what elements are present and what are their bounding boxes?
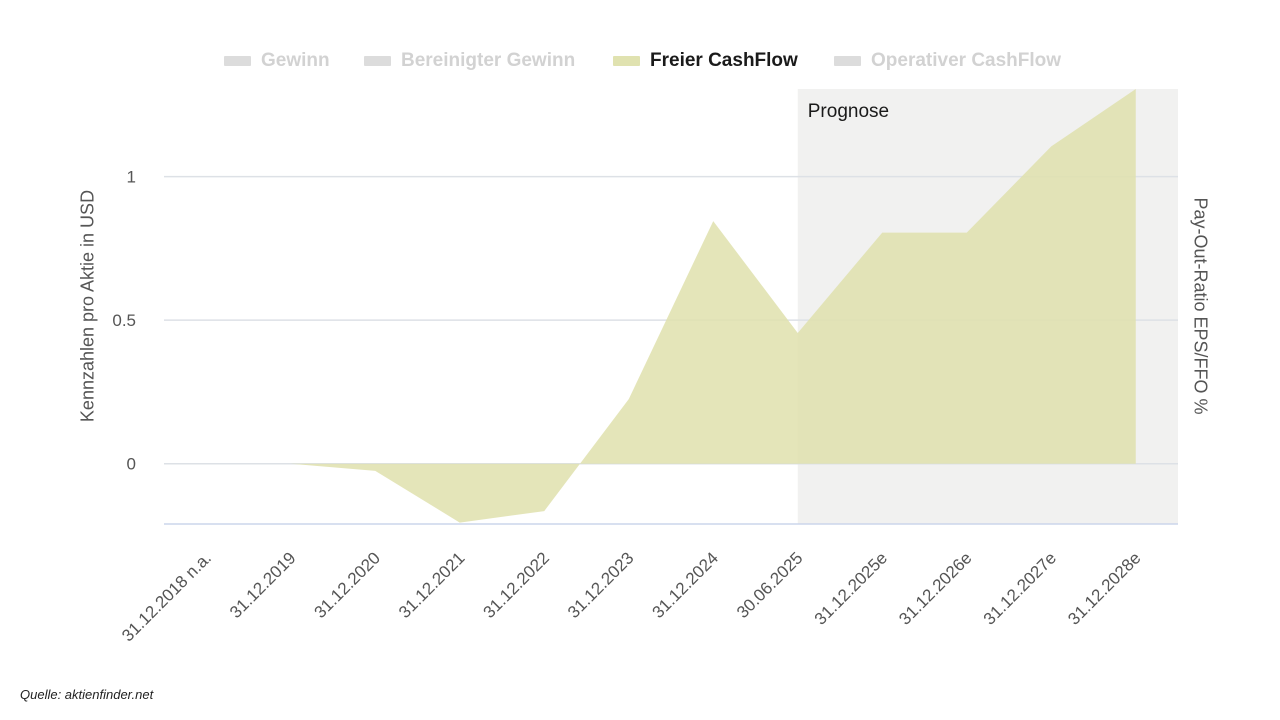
x-tick-label: 31.12.2019: [226, 548, 300, 622]
legend-item-operativer-cashflow[interactable]: Operativer CashFlow: [834, 50, 1061, 72]
x-tick-label: 31.12.2028e: [1064, 548, 1144, 628]
legend-label: Freier CashFlow: [650, 50, 798, 71]
x-tick-label: 31.12.2023: [564, 548, 638, 622]
x-tick-label: 31.12.2022: [479, 548, 553, 622]
area-freier-cashflow[interactable]: [290, 89, 1136, 523]
x-tick-label: 31.12.2025e: [811, 548, 891, 628]
legend-swatch: [364, 56, 391, 66]
y-tick-label: 0.5: [112, 311, 136, 330]
x-tick-label: 31.12.2018 n.a.: [118, 548, 215, 645]
forecast-label: Prognose: [808, 101, 889, 122]
y-tick-labels: 00.51: [112, 168, 136, 474]
x-tick-label: 31.12.2024: [648, 548, 722, 622]
legend-item-gewinn[interactable]: Gewinn: [224, 50, 330, 72]
y-axis-label: Kennzahlen pro Aktie in USD: [77, 189, 98, 423]
y-tick-label: 1: [127, 168, 136, 187]
x-tick-label: 31.12.2027e: [980, 548, 1060, 628]
x-tick-label: 31.12.2026e: [895, 548, 975, 628]
x-tick-label: 31.12.2020: [310, 548, 384, 622]
legend: Gewinn Bereinigter Gewinn Freier CashFlo…: [0, 50, 1280, 76]
source-note: Quelle: aktienfinder.net: [20, 687, 154, 702]
legend-swatch: [613, 56, 640, 66]
y-tick-label: 0: [127, 455, 136, 474]
legend-item-bereinigter-gewinn[interactable]: Bereinigter Gewinn: [364, 50, 575, 72]
secondary-y-axis-label: Pay-Out-Ratio EPS/FFO %: [1190, 197, 1211, 415]
legend-label: Bereinigter Gewinn: [401, 50, 576, 71]
legend-swatch: [834, 56, 861, 66]
legend-label: Gewinn: [261, 50, 330, 71]
legend-label: Operativer CashFlow: [871, 50, 1062, 71]
x-tick-labels: 31.12.2018 n.a. 31.12.2019 31.12.2020 31.12…: [118, 548, 1144, 645]
legend-item-freier-cashflow[interactable]: Freier CashFlow: [613, 50, 798, 72]
x-tick-label: 30.06.2025: [733, 548, 807, 622]
legend-swatch: [224, 56, 251, 66]
x-tick-label: 31.12.2021: [395, 548, 469, 622]
